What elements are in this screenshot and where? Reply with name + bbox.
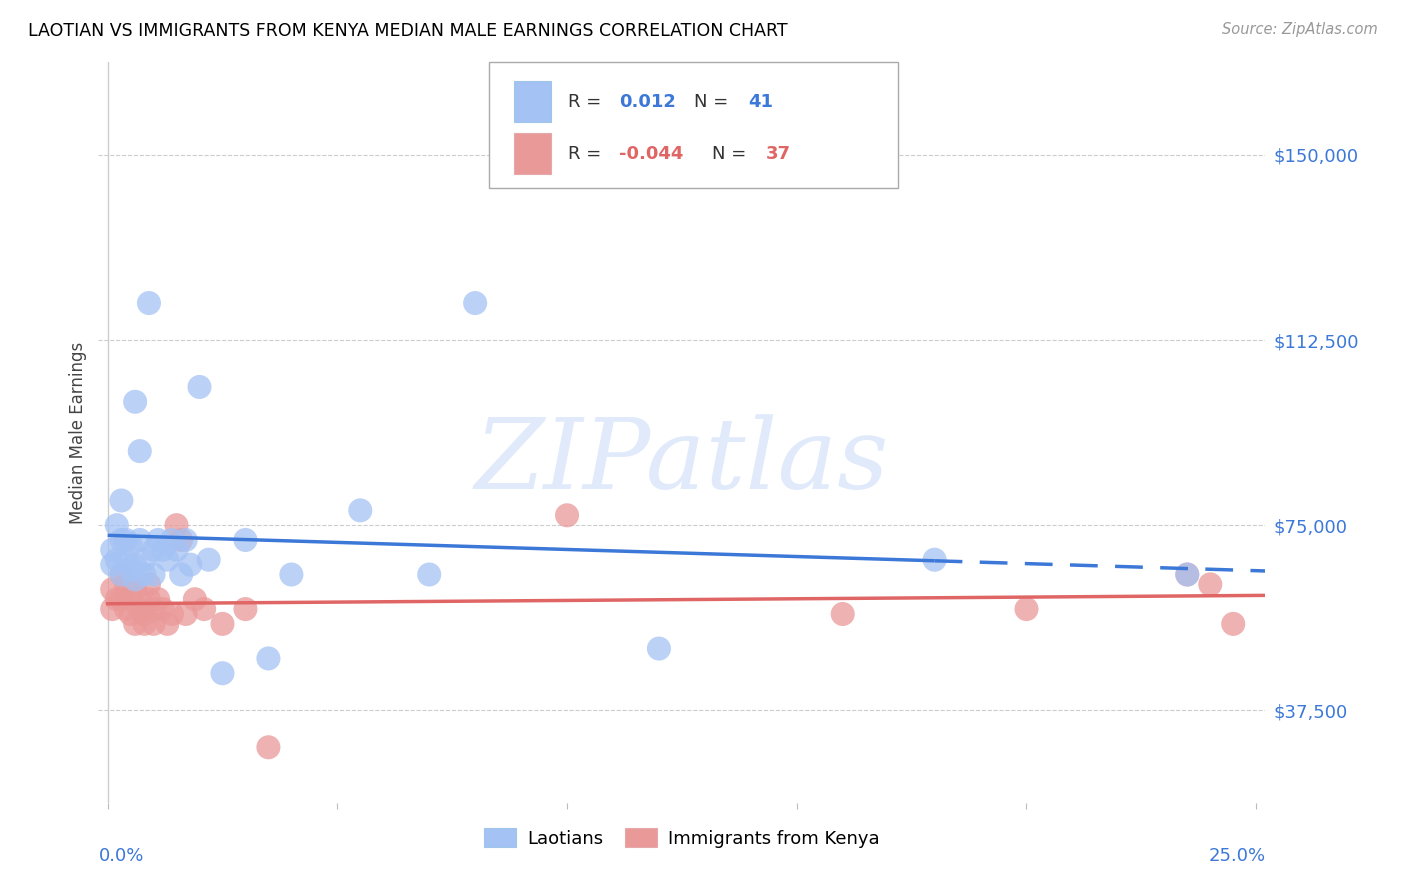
Point [124,616,146,631]
Point [160,533,183,547]
Point [648,641,671,656]
Point [831,607,853,621]
Point [349,503,371,517]
Point [110,567,132,582]
Text: 41: 41 [748,93,773,111]
Point [1175,567,1198,582]
Point [174,607,197,621]
Point [124,558,146,572]
Point [166,542,188,557]
Point [101,602,124,616]
Point [134,616,156,631]
Point [418,567,440,582]
Point [110,592,132,607]
Point [211,666,233,681]
Point [134,567,156,582]
Text: LAOTIAN VS IMMIGRANTS FROM KENYA MEDIAN MALE EARNINGS CORRELATION CHART: LAOTIAN VS IMMIGRANTS FROM KENYA MEDIAN … [28,22,787,40]
Point [152,602,174,616]
Point [101,542,124,557]
Point [1222,616,1244,631]
Y-axis label: Median Male Earnings: Median Male Earnings [69,342,87,524]
Point [120,607,142,621]
Point [166,518,188,533]
Point [138,296,160,310]
Point [124,582,146,597]
Point [174,533,197,547]
Point [105,552,128,566]
Text: 0.012: 0.012 [619,93,676,111]
Point [128,533,150,547]
Point [179,558,201,572]
Point [142,567,165,582]
Point [280,567,302,582]
Point [142,616,165,631]
Legend: Laotians, Immigrants from Kenya: Laotians, Immigrants from Kenya [475,819,889,856]
Point [128,444,150,458]
Point [257,651,280,665]
Point [101,558,124,572]
Point [115,577,138,591]
Point [120,592,142,607]
Text: N =: N = [693,93,734,111]
Point [170,567,193,582]
Point [1199,577,1222,591]
Point [120,563,142,577]
Point [128,602,150,616]
Point [555,508,578,523]
Point [184,592,207,607]
Point [142,602,165,616]
Text: N =: N = [713,145,752,162]
Point [188,380,211,394]
Point [193,602,215,616]
FancyBboxPatch shape [489,62,898,188]
Point [110,493,132,508]
FancyBboxPatch shape [513,81,551,122]
Point [142,542,165,557]
Text: 37: 37 [766,145,792,162]
Text: Source: ZipAtlas.com: Source: ZipAtlas.com [1222,22,1378,37]
Point [134,607,156,621]
Point [101,582,124,597]
Text: R =: R = [568,145,606,162]
Point [170,533,193,547]
Text: 0.0%: 0.0% [98,847,143,865]
Point [105,518,128,533]
Point [120,538,142,552]
Point [924,552,946,566]
Point [110,567,132,582]
Point [124,573,146,587]
Point [128,592,150,607]
Text: ZIPatlas: ZIPatlas [475,415,889,510]
Text: 25.0%: 25.0% [1208,847,1265,865]
Point [105,592,128,607]
Point [138,592,160,607]
Text: R =: R = [568,93,606,111]
Point [152,542,174,557]
Point [257,740,280,755]
Point [1015,602,1038,616]
Point [110,533,132,547]
Point [138,577,160,591]
Point [115,602,138,616]
Point [160,607,183,621]
Point [211,616,233,631]
Point [1175,567,1198,582]
FancyBboxPatch shape [513,133,551,174]
Point [235,533,257,547]
Point [464,296,486,310]
Point [235,602,257,616]
Point [146,533,169,547]
Point [197,552,219,566]
Text: -0.044: -0.044 [619,145,683,162]
Point [146,592,169,607]
Point [134,552,156,566]
Point [115,533,138,547]
Point [115,552,138,566]
Point [156,552,179,566]
Point [156,616,179,631]
Point [124,394,146,409]
